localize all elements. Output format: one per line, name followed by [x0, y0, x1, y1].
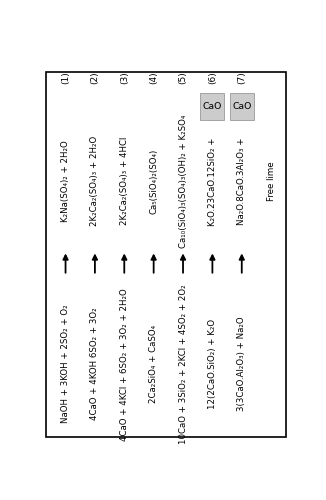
Text: Ca₁₀(SiO₄)₃(SO₄)₃(OH)₂ + K₂SO₄: Ca₁₀(SiO₄)₃(SO₄)₃(OH)₂ + K₂SO₄	[179, 114, 187, 248]
FancyBboxPatch shape	[230, 92, 254, 120]
Text: 4CaO + 4KCl + 6SO₂ + 3O₂ + 2H₂O: 4CaO + 4KCl + 6SO₂ + 3O₂ + 2H₂O	[120, 288, 129, 440]
FancyBboxPatch shape	[200, 92, 224, 120]
Text: K₂Na(SO₄)₂ + 2H₂O: K₂Na(SO₄)₂ + 2H₂O	[61, 140, 70, 222]
Text: 4CaO + 4KOH 6SO₂ + 3O₂: 4CaO + 4KOH 6SO₂ + 3O₂	[90, 308, 99, 420]
Text: 10CaO + 3SiO₂ + 2KCl + 4SO₂ + 2O₂: 10CaO + 3SiO₂ + 2KCl + 4SO₂ + 2O₂	[179, 284, 187, 444]
FancyBboxPatch shape	[46, 72, 286, 438]
Text: (2): (2)	[90, 71, 99, 84]
Text: Na₂O.8CaO.3Al₂O₃ +: Na₂O.8CaO.3Al₂O₃ +	[237, 138, 246, 225]
Text: Ca₅(SiO₄)₂(SO₄): Ca₅(SiO₄)₂(SO₄)	[149, 148, 158, 214]
Text: (5): (5)	[179, 71, 187, 84]
Text: CaO: CaO	[232, 102, 251, 110]
Text: (4): (4)	[149, 71, 158, 84]
Text: 2Ca₂SiO₄ + CaSO₄: 2Ca₂SiO₄ + CaSO₄	[149, 325, 158, 403]
Text: 2K₂Ca₂(SO₄)₃ + 2H₂O: 2K₂Ca₂(SO₄)₃ + 2H₂O	[90, 136, 99, 226]
Text: NaOH + 3KOH + 2SO₂ + O₂: NaOH + 3KOH + 2SO₂ + O₂	[61, 305, 70, 424]
Text: CaO: CaO	[203, 102, 222, 110]
Text: (3): (3)	[120, 71, 129, 84]
Text: (1): (1)	[61, 71, 70, 84]
Text: (7): (7)	[237, 71, 246, 84]
Text: (6): (6)	[208, 71, 217, 84]
Text: 2K₂Ca₂(SO₄)₃ + 4HCl: 2K₂Ca₂(SO₄)₃ + 4HCl	[120, 137, 129, 226]
Text: Free lime: Free lime	[267, 162, 276, 201]
Text: K₂O.23CaO.12SiO₂ +: K₂O.23CaO.12SiO₂ +	[208, 137, 217, 226]
Text: 3(3CaO.Al₂O₃) + Na₂O: 3(3CaO.Al₂O₃) + Na₂O	[237, 317, 246, 412]
Text: 12(2CaO.SiO₂) + K₂O: 12(2CaO.SiO₂) + K₂O	[208, 319, 217, 409]
